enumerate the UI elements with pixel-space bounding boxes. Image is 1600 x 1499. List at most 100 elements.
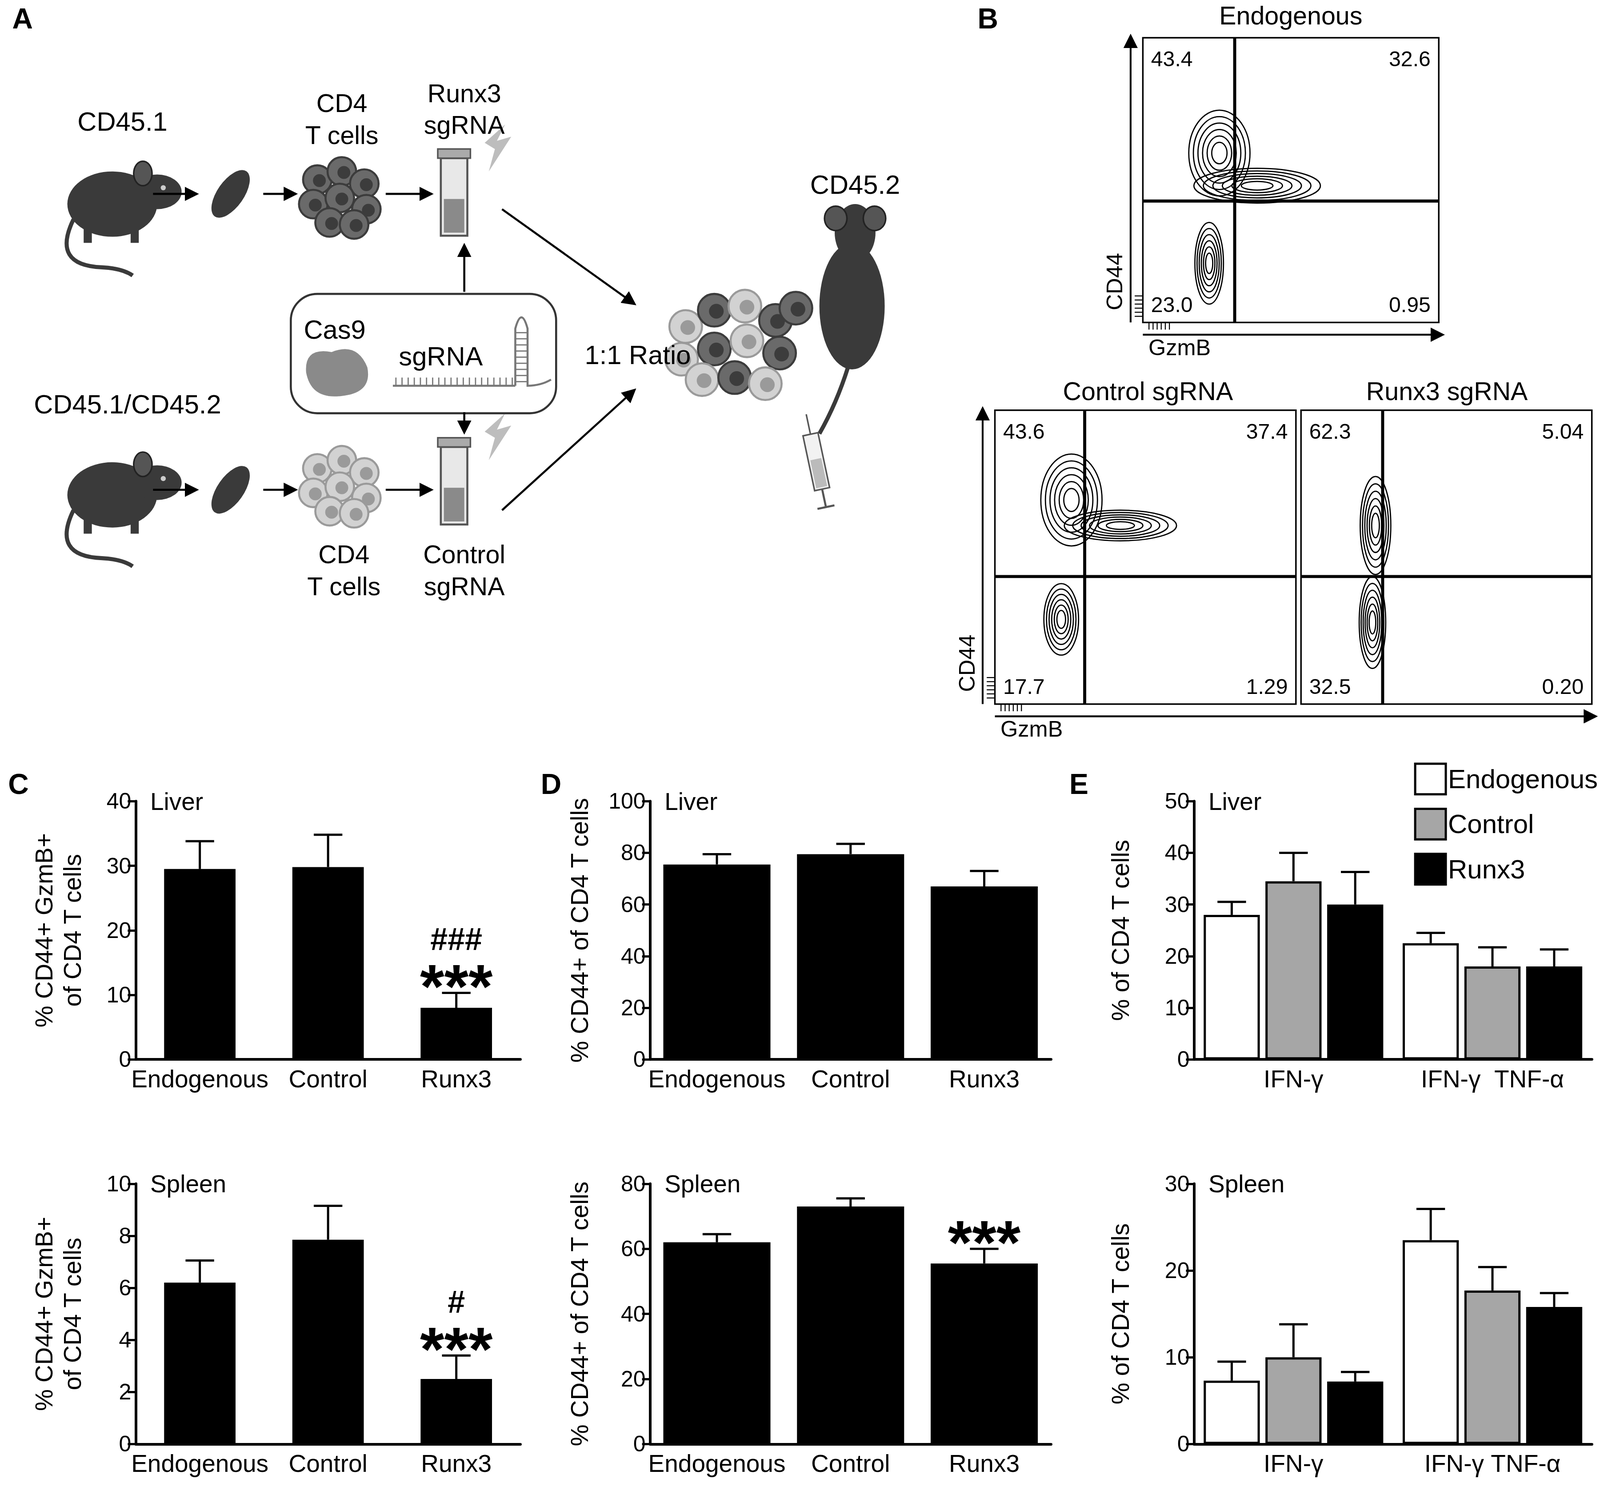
- svg-text:10: 10: [1164, 1344, 1190, 1370]
- svg-text:Liver: Liver: [150, 787, 204, 816]
- svg-text:0: 0: [1176, 1046, 1190, 1072]
- svg-text:CD44: CD44: [954, 634, 980, 692]
- svg-text:Endogenous: Endogenous: [131, 1064, 269, 1093]
- svg-text:32.5: 32.5: [1309, 674, 1352, 699]
- svg-text:Control: Control: [1448, 808, 1534, 839]
- svg-text:20: 20: [620, 1366, 646, 1392]
- svg-text:17.7: 17.7: [1003, 674, 1045, 699]
- svg-text:10: 10: [106, 1171, 132, 1196]
- svg-text:0: 0: [1176, 1431, 1190, 1457]
- svg-text:Runx3: Runx3: [948, 1064, 1020, 1093]
- svg-text:10: 10: [106, 982, 132, 1008]
- svg-text:20: 20: [1164, 1257, 1190, 1283]
- svg-text:30: 30: [1164, 892, 1190, 917]
- svg-text:Liver: Liver: [664, 787, 718, 816]
- svg-text:% CD44+ GzmB+: % CD44+ GzmB+: [30, 832, 58, 1028]
- svg-text:IFN-γ TNF-α: IFN-γ TNF-α: [1420, 1064, 1564, 1093]
- svg-text:60: 60: [620, 892, 646, 917]
- svg-text:1:1 Ratio: 1:1 Ratio: [584, 340, 692, 370]
- svg-text:0.20: 0.20: [1541, 674, 1584, 699]
- svg-text:E: E: [1069, 768, 1089, 800]
- svg-text:0: 0: [633, 1046, 646, 1072]
- svg-text:4: 4: [119, 1327, 132, 1353]
- svg-text:Runx3 sgRNA: Runx3 sgRNA: [1366, 376, 1528, 406]
- svg-text:Runx3: Runx3: [1448, 854, 1525, 884]
- svg-text:60: 60: [620, 1236, 646, 1262]
- svg-text:% CD44+ GzmB+: % CD44+ GzmB+: [30, 1216, 58, 1411]
- svg-text:30: 30: [1164, 1171, 1190, 1196]
- svg-text:Spleen: Spleen: [1208, 1170, 1285, 1198]
- svg-text:sgRNA: sgRNA: [398, 341, 483, 372]
- svg-text:20: 20: [1164, 943, 1190, 969]
- svg-text:of CD4 T cells: of CD4 T cells: [58, 853, 87, 1007]
- svg-text:40: 40: [106, 788, 132, 814]
- svg-text:ControlsgRNA: ControlsgRNA: [423, 540, 506, 601]
- svg-text:Cas9: Cas9: [303, 314, 366, 345]
- svg-text:0.95: 0.95: [1388, 292, 1431, 317]
- svg-text:###: ###: [430, 921, 483, 957]
- svg-text:D: D: [540, 768, 562, 800]
- svg-text:Endogenous: Endogenous: [648, 1064, 786, 1093]
- svg-text:% of CD4 T cells: % of CD4 T cells: [1106, 1223, 1135, 1405]
- svg-text:32.6: 32.6: [1388, 46, 1431, 71]
- svg-text:20: 20: [106, 917, 132, 943]
- svg-text:Control sgRNA: Control sgRNA: [1063, 376, 1234, 406]
- svg-text:CD44: CD44: [1102, 252, 1128, 311]
- svg-text:CD4T cells: CD4T cells: [307, 540, 381, 601]
- svg-text:Control: Control: [811, 1449, 890, 1477]
- svg-text:Endogenous: Endogenous: [1448, 764, 1598, 794]
- svg-text:GzmB: GzmB: [1000, 716, 1063, 742]
- svg-text:Control: Control: [288, 1064, 368, 1093]
- svg-text:43.6: 43.6: [1003, 419, 1045, 444]
- svg-text:23.0: 23.0: [1151, 292, 1193, 317]
- svg-text:IFN-γ: IFN-γ: [1263, 1449, 1324, 1477]
- svg-text:20: 20: [620, 995, 646, 1020]
- svg-text:6: 6: [119, 1275, 132, 1300]
- svg-text:Runx3: Runx3: [420, 1449, 492, 1477]
- svg-text:% CD44+ of CD4 T cells: % CD44+ of CD4 T cells: [565, 797, 594, 1063]
- svg-text:5.04: 5.04: [1541, 419, 1584, 444]
- svg-text:A: A: [12, 2, 33, 35]
- svg-text:CD4T cells: CD4T cells: [305, 89, 379, 150]
- svg-text:2: 2: [119, 1379, 132, 1405]
- svg-text:% CD44+ of CD4 T cells: % CD44+ of CD4 T cells: [565, 1181, 594, 1447]
- svg-text:of CD4 T cells: of CD4 T cells: [58, 1237, 87, 1390]
- svg-text:80: 80: [620, 840, 646, 865]
- svg-text:0: 0: [119, 1431, 132, 1457]
- svg-text:Endogenous: Endogenous: [1219, 1, 1363, 30]
- svg-text:Runx3: Runx3: [420, 1064, 492, 1093]
- svg-text:62.3: 62.3: [1309, 419, 1352, 444]
- svg-text:Endogenous: Endogenous: [131, 1449, 269, 1477]
- svg-text:CD45.2: CD45.2: [810, 169, 900, 200]
- svg-text:43.4: 43.4: [1151, 46, 1193, 71]
- svg-text:1.29: 1.29: [1246, 674, 1288, 699]
- svg-text:Liver: Liver: [1208, 787, 1262, 816]
- svg-text:Control: Control: [811, 1064, 890, 1093]
- svg-text:IFN-γ: IFN-γ: [1263, 1064, 1324, 1093]
- svg-text:0: 0: [633, 1431, 646, 1457]
- svg-text:Spleen: Spleen: [664, 1170, 741, 1198]
- svg-text:% of CD4 T cells: % of CD4 T cells: [1106, 839, 1135, 1021]
- svg-text:8: 8: [119, 1223, 132, 1248]
- svg-text:#: #: [447, 1284, 465, 1320]
- svg-text:50: 50: [1164, 788, 1190, 814]
- svg-text:Spleen: Spleen: [150, 1170, 227, 1198]
- svg-text:***: ***: [948, 1207, 1021, 1277]
- svg-text:CD45.1/CD45.2: CD45.1/CD45.2: [33, 389, 221, 420]
- svg-text:40: 40: [620, 943, 646, 969]
- svg-text:100: 100: [608, 788, 646, 814]
- svg-text:Endogenous: Endogenous: [648, 1449, 786, 1477]
- svg-text:IFN-γ TNF-α: IFN-γ TNF-α: [1424, 1449, 1561, 1477]
- svg-text:37.4: 37.4: [1246, 419, 1288, 444]
- svg-text:80: 80: [620, 1171, 646, 1196]
- svg-text:0: 0: [119, 1046, 132, 1072]
- svg-text:Control: Control: [288, 1449, 368, 1477]
- svg-text:***: ***: [420, 951, 493, 1021]
- svg-text:GzmB: GzmB: [1148, 334, 1211, 360]
- svg-text:Runx3: Runx3: [948, 1449, 1020, 1477]
- svg-text:B: B: [977, 2, 998, 35]
- svg-text:40: 40: [620, 1301, 646, 1327]
- svg-text:CD45.1: CD45.1: [77, 106, 168, 137]
- svg-text:10: 10: [1164, 995, 1190, 1020]
- svg-text:Runx3sgRNA: Runx3sgRNA: [424, 79, 505, 140]
